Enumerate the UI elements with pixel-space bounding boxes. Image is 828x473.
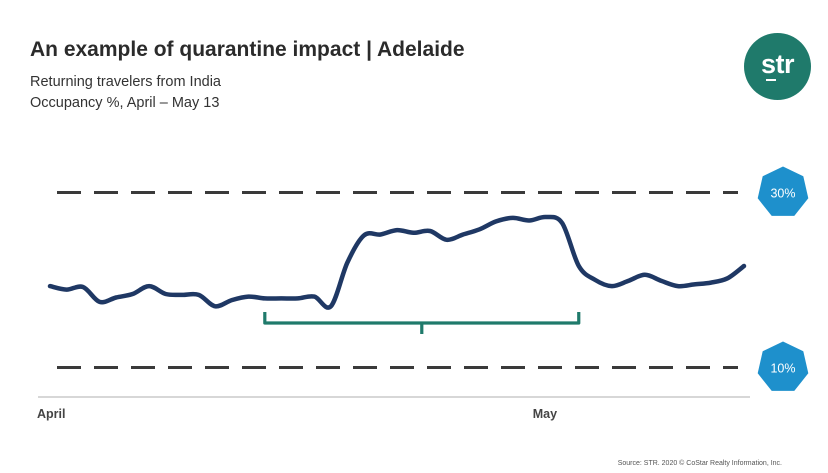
reference-badge-10 bbox=[757, 341, 809, 391]
str-logo: str bbox=[744, 33, 811, 100]
reference-badge-30 bbox=[757, 166, 809, 216]
chart-title: An example of quarantine impact | Adelai… bbox=[30, 38, 465, 61]
reference-badge-label-30: 30% bbox=[770, 187, 795, 201]
occupancy-series-line bbox=[47, 214, 747, 310]
reference-badge-label-10: 10% bbox=[770, 362, 795, 376]
source-note: Source: STR. 2020 © CoStar Realty Inform… bbox=[617, 460, 782, 467]
x-tick-label-may: May bbox=[533, 407, 557, 421]
quarantine-period-bracket bbox=[263, 312, 581, 334]
x-tick-label-april: April bbox=[37, 407, 65, 421]
chart-subtitle: Returning travelers from India bbox=[30, 74, 221, 90]
str-logo-text: str bbox=[760, 49, 795, 79]
str-logo-underline bbox=[766, 79, 776, 81]
chart-metric-subtitle: Occupancy %, April – May 13 bbox=[30, 95, 220, 111]
